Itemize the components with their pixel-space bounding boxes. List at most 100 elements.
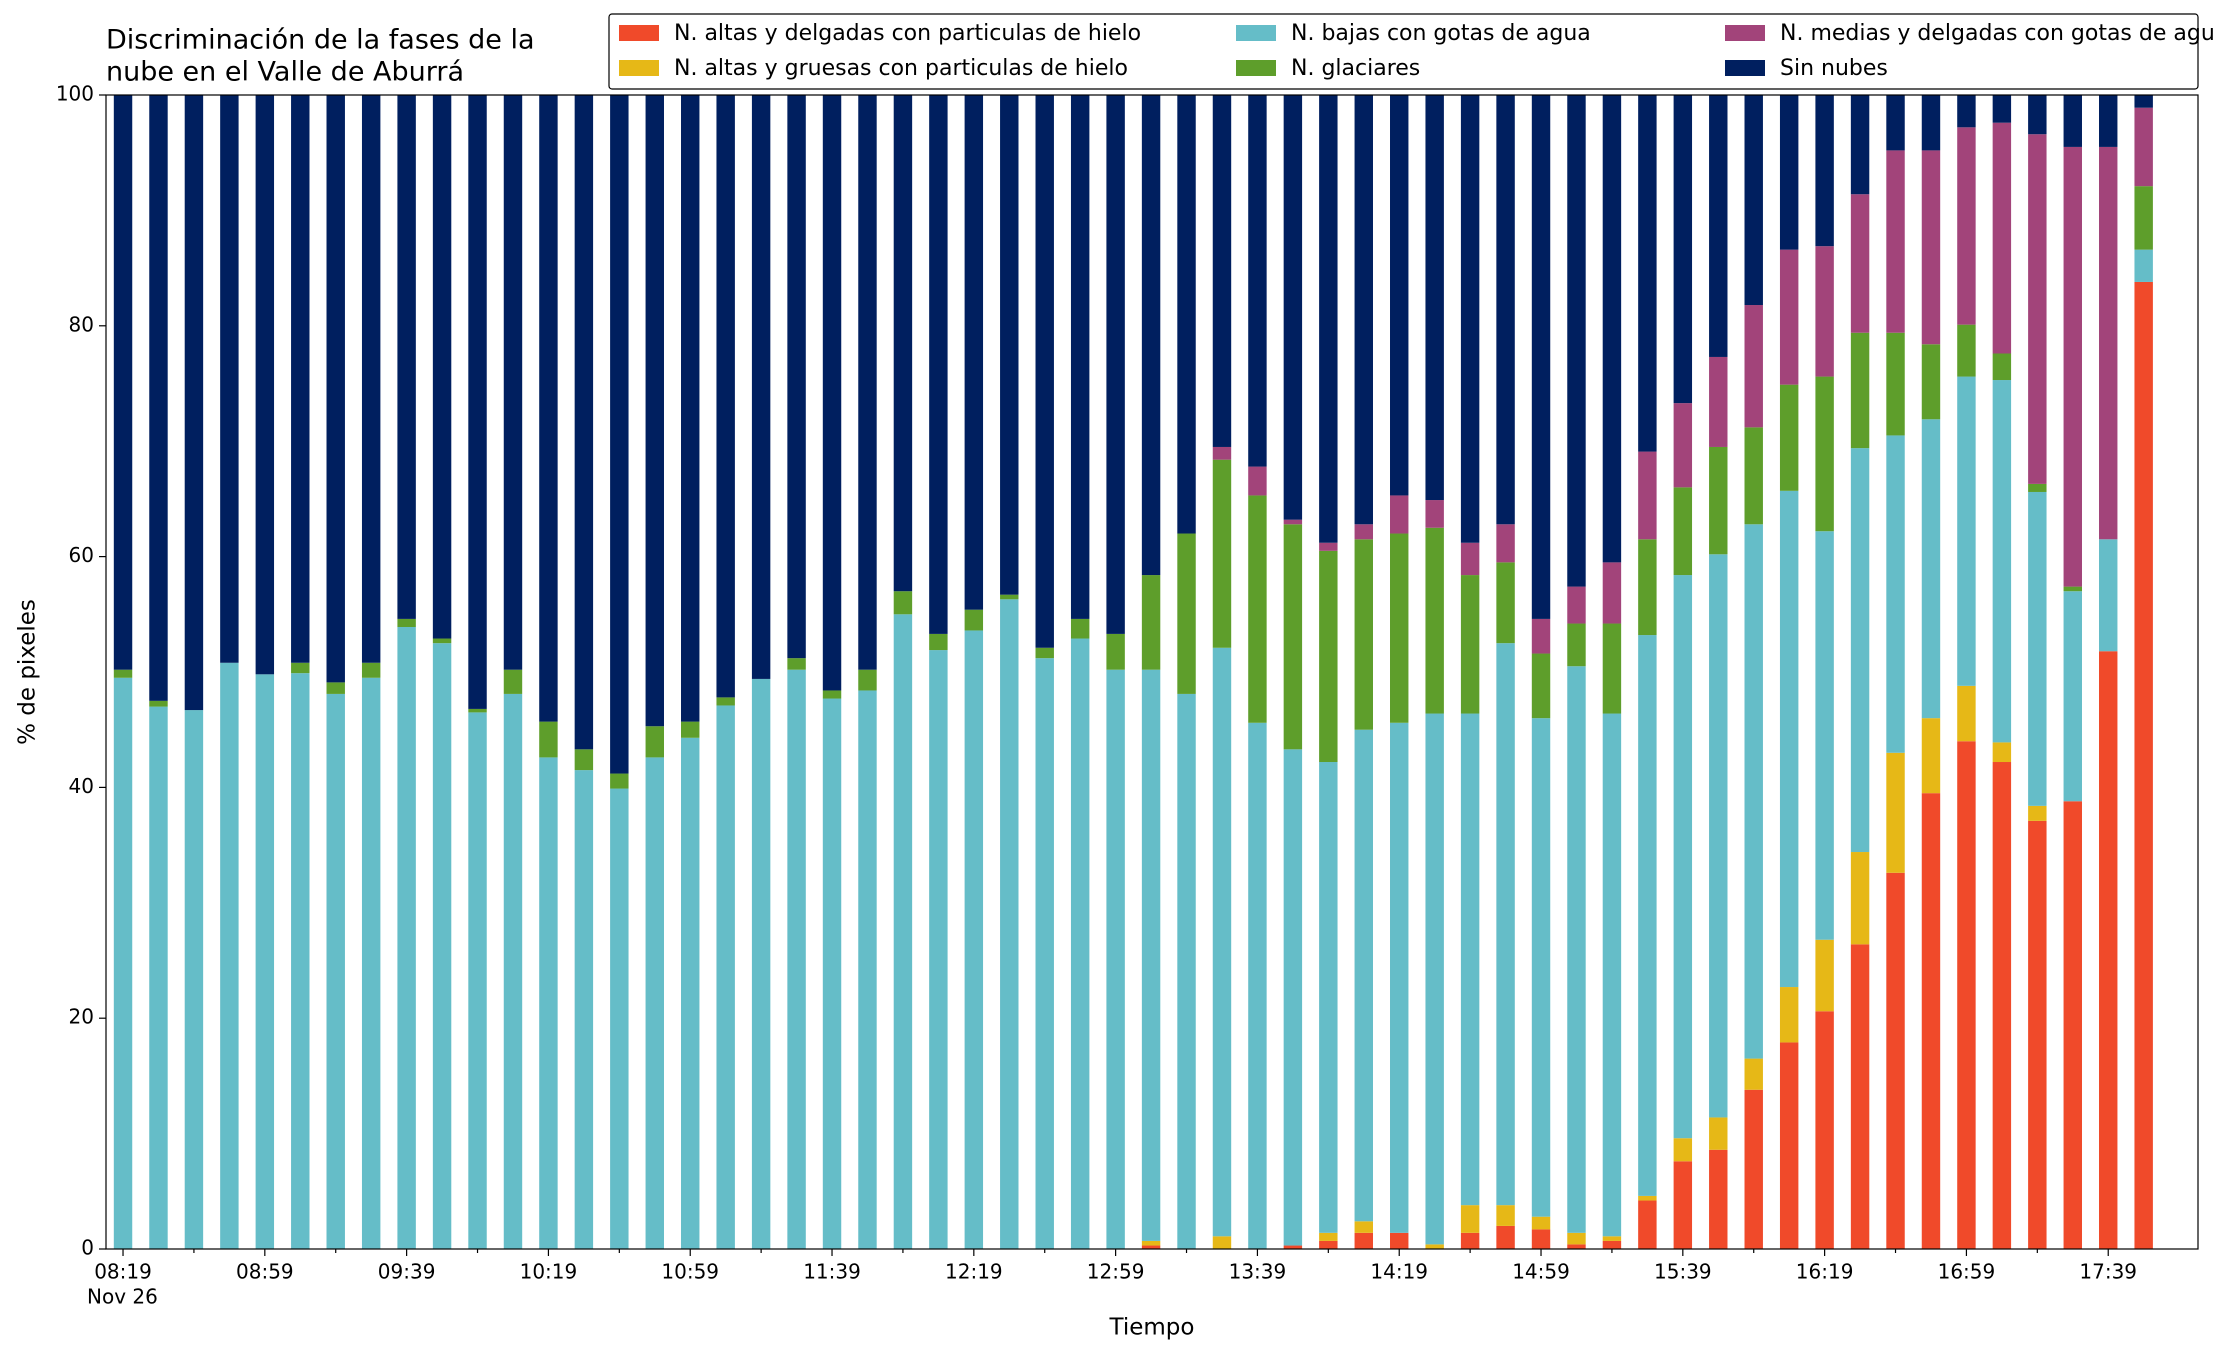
- bar-segment: [1638, 1195, 1657, 1201]
- bar-segment: [539, 757, 558, 1249]
- x-tick-label: 15:39: [1654, 1260, 1712, 1284]
- legend-label: N. glaciares: [1291, 56, 1420, 81]
- bar-segment: [1921, 419, 1941, 719]
- bar-segment: [1177, 95, 1196, 534]
- bar-segment: [1815, 1011, 1834, 1249]
- bar-segment: [2063, 146, 2082, 587]
- bar-segment: [1602, 1236, 1622, 1241]
- bar-segment: [503, 693, 523, 1249]
- bar-segment: [1496, 95, 1515, 525]
- y-tick-label: 20: [69, 1005, 94, 1029]
- legend-swatch: [1725, 25, 1765, 41]
- bar-segment: [1709, 1149, 1728, 1249]
- bar-segment: [2099, 539, 2118, 652]
- bar-segment: [1744, 1089, 1763, 1249]
- bar-segment: [1248, 466, 1267, 496]
- bar-segment: [1709, 446, 1728, 555]
- bar-segment: [858, 95, 877, 670]
- bar-segment: [1886, 752, 1905, 873]
- bar-segment: [1248, 95, 1267, 467]
- bar-segment: [1815, 246, 1834, 377]
- bar-segment: [1496, 1225, 1515, 1249]
- bar-segment: [1779, 249, 1799, 385]
- bar-segment: [1248, 722, 1267, 1249]
- bar-segment: [397, 626, 416, 1249]
- bar-segment: [2063, 586, 2082, 592]
- y-tick-label: 100: [56, 82, 94, 106]
- bar-segment: [1035, 647, 1054, 659]
- bar-segment: [1460, 95, 1480, 543]
- x-tick-label: 16:59: [1938, 1260, 1996, 1284]
- bar-segment: [1886, 95, 1905, 151]
- bar-segment: [1673, 95, 1693, 404]
- bar-segment: [2099, 95, 2118, 147]
- bar-segment: [1957, 741, 1976, 1249]
- bar-segment: [1460, 1232, 1480, 1249]
- bar-segment: [1283, 519, 1303, 525]
- bar-segment: [1390, 533, 1409, 723]
- bar-segment: [1744, 1058, 1763, 1090]
- bar-segment: [574, 95, 594, 750]
- bar-segment: [822, 698, 842, 1249]
- bar-segment: [1319, 542, 1338, 551]
- bar-segment: [326, 693, 345, 1249]
- bar-segment: [1779, 1042, 1799, 1249]
- date-label: Nov 26: [87, 1285, 158, 1309]
- legend-swatch: [619, 25, 659, 41]
- bar-segment: [1921, 718, 1941, 794]
- x-tick-label: 13:39: [1229, 1260, 1287, 1284]
- bar-segment: [220, 95, 239, 663]
- bar-segment: [1460, 1205, 1480, 1233]
- bar-segment: [291, 95, 310, 663]
- bar-segment: [2028, 805, 2047, 821]
- bar-segment: [1141, 1245, 1161, 1249]
- bar-segment: [184, 710, 204, 1249]
- bar-segment: [716, 95, 735, 698]
- bar-segment: [1000, 95, 1019, 595]
- bar-segment: [1567, 1244, 1586, 1249]
- bar-segment: [503, 95, 523, 670]
- bar-segment: [539, 721, 558, 758]
- x-tick-label: 08:19: [94, 1260, 152, 1284]
- bar-segment: [1992, 380, 2012, 743]
- bar-segment: [858, 669, 877, 691]
- x-tick-label: 14:59: [1512, 1260, 1570, 1284]
- bar-segment: [1496, 643, 1515, 1206]
- x-tick-label: 12:59: [1087, 1260, 1145, 1284]
- bar-segment: [149, 95, 168, 701]
- bar-segment: [2063, 801, 2082, 1249]
- bar-segment: [1390, 495, 1409, 534]
- bar-segment: [2028, 134, 2047, 484]
- bar-segment: [1496, 1205, 1515, 1226]
- bar-segment: [1602, 562, 1622, 624]
- bar-segment: [1000, 599, 1019, 1249]
- bar-segment: [1886, 435, 1905, 753]
- bar-segment: [184, 95, 204, 711]
- bar-segment: [1957, 324, 1976, 377]
- bar-segment: [361, 662, 381, 678]
- bar-segment: [1496, 524, 1515, 563]
- bar-segment: [503, 669, 523, 694]
- bar-segment: [1850, 852, 1870, 945]
- bar-segment: [1709, 554, 1728, 1118]
- bar-segment: [1141, 575, 1161, 670]
- bar-segment: [964, 609, 984, 631]
- bar-segment: [751, 95, 771, 679]
- legend-label: N. altas y delgadas con particulas de hi…: [674, 21, 1141, 46]
- bar-segment: [858, 690, 877, 1249]
- bar-segment: [1850, 95, 1870, 195]
- bar-segment: [1283, 95, 1303, 520]
- bar-segment: [1531, 1216, 1551, 1230]
- bar-segment: [1425, 500, 1444, 528]
- bar-segment: [929, 633, 948, 651]
- bar-segment: [2134, 186, 2153, 250]
- bar-segment: [1921, 344, 1941, 420]
- bar-segment: [2099, 651, 2118, 1249]
- bar-segment: [1744, 305, 1763, 428]
- bar-segment: [893, 614, 913, 1249]
- bar-segment: [1070, 638, 1090, 1249]
- x-tick-label: 11:39: [803, 1260, 861, 1284]
- bar-segment: [1567, 95, 1586, 587]
- bar-segment: [1141, 669, 1161, 1241]
- bar-segment: [1779, 490, 1799, 988]
